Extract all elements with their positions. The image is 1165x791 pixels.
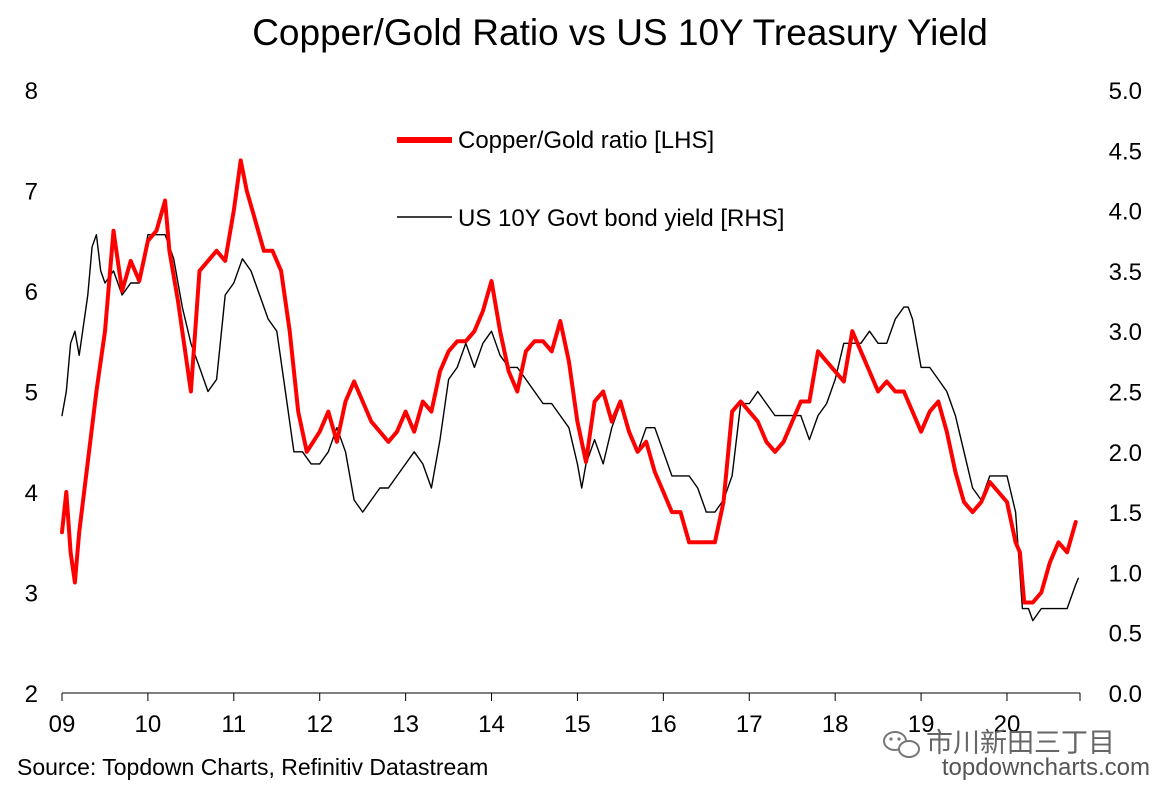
wechat-account-label: 市川新田三丁目: [926, 728, 1115, 758]
x-tick-label: 18: [822, 711, 849, 738]
legend: Copper/Gold ratio [LHS] US 10Y Govt bond…: [397, 127, 784, 232]
x-tick-label: 14: [478, 711, 505, 738]
y-right-tick-label: 3.5: [1109, 259, 1142, 286]
x-tick-label: 16: [650, 711, 677, 738]
y-right-tick-label: 4.0: [1109, 199, 1142, 226]
y-left-tick-label: 3: [25, 581, 38, 608]
y-right-tick-label: 1.5: [1109, 500, 1142, 527]
y-axis-left: 2 3 4 5 6 7 8: [25, 78, 38, 708]
x-tick-label: 17: [736, 711, 763, 738]
source-note: Source: Topdown Charts, Refinitiv Datast…: [17, 754, 488, 780]
x-tick-label: 11: [221, 711, 246, 738]
legend-label-copper-gold: Copper/Gold ratio [LHS]: [458, 127, 714, 154]
y-right-tick-label: 0.0: [1109, 681, 1142, 708]
y-right-tick-label: 3.0: [1109, 319, 1142, 346]
y-left-tick-label: 5: [25, 380, 38, 407]
x-tick-label: 09: [49, 711, 76, 738]
y-left-tick-label: 4: [25, 480, 38, 507]
y-right-tick-label: 4.5: [1109, 138, 1142, 165]
x-tick-label: 13: [392, 711, 419, 738]
y-axis-right: 0.0 0.5 1.0 1.5 2.0 2.5 3.0 3.5 4.0 4.5 5.0: [1109, 78, 1142, 708]
copper-gold-ratio-line: [60, 158, 1078, 605]
legend-label-us10y: US 10Y Govt bond yield [RHS]: [458, 205, 784, 232]
x-tick-label: 10: [135, 711, 162, 738]
website-credit: topdowncharts.com: [942, 754, 1150, 781]
x-tick-label: 15: [564, 711, 591, 738]
x-tick-label: 20: [994, 711, 1021, 738]
y-right-tick-label: 0.5: [1109, 621, 1142, 648]
y-left-tick-label: 2: [25, 681, 38, 708]
y-right-tick-label: 2.5: [1109, 380, 1142, 407]
y-right-tick-label: 5.0: [1109, 78, 1142, 105]
wechat-watermark: 市川新田三丁目: [883, 728, 1115, 758]
chart-title: Copper/Gold Ratio vs US 10Y Treasury Yie…: [252, 12, 988, 53]
series-layer: [60, 158, 1080, 622]
x-axis: 09 10 11 12 13 14 15 16 17 18 19 20: [49, 692, 1081, 738]
x-tick-label: 19: [908, 711, 935, 738]
y-left-tick-label: 6: [25, 279, 38, 306]
y-right-tick-label: 2.0: [1109, 440, 1142, 467]
us-10y-yield-line: [61, 233, 1080, 622]
wechat-icon: [883, 731, 920, 758]
y-left-tick-label: 7: [25, 179, 38, 206]
y-right-tick-label: 1.0: [1109, 560, 1142, 587]
y-left-tick-label: 8: [25, 78, 38, 105]
x-tick-label: 12: [306, 711, 333, 738]
